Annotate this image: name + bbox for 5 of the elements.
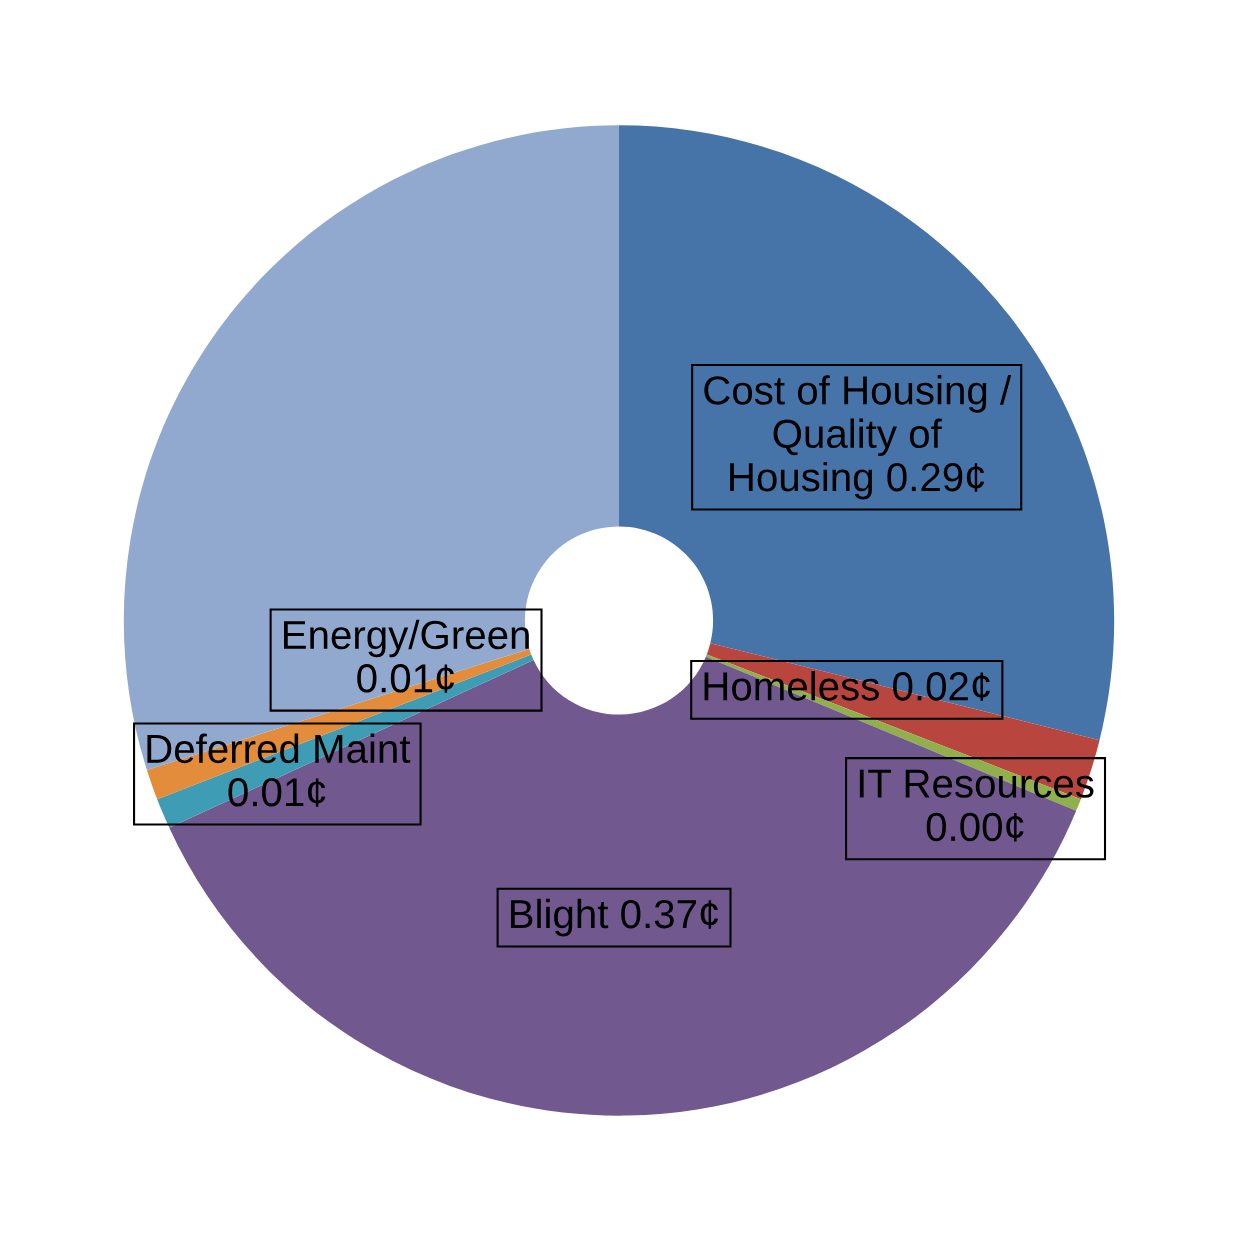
data-label: 0.01¢ [228,777,326,807]
slice-label: Blight 0.37¢ [510,898,719,937]
data-label: 0.00¢ [926,812,1024,842]
slice-label: Energy/Green [284,619,529,658]
slice-label: Cost of Housing / Quality of Housing 0.29¢ [704,375,1012,500]
